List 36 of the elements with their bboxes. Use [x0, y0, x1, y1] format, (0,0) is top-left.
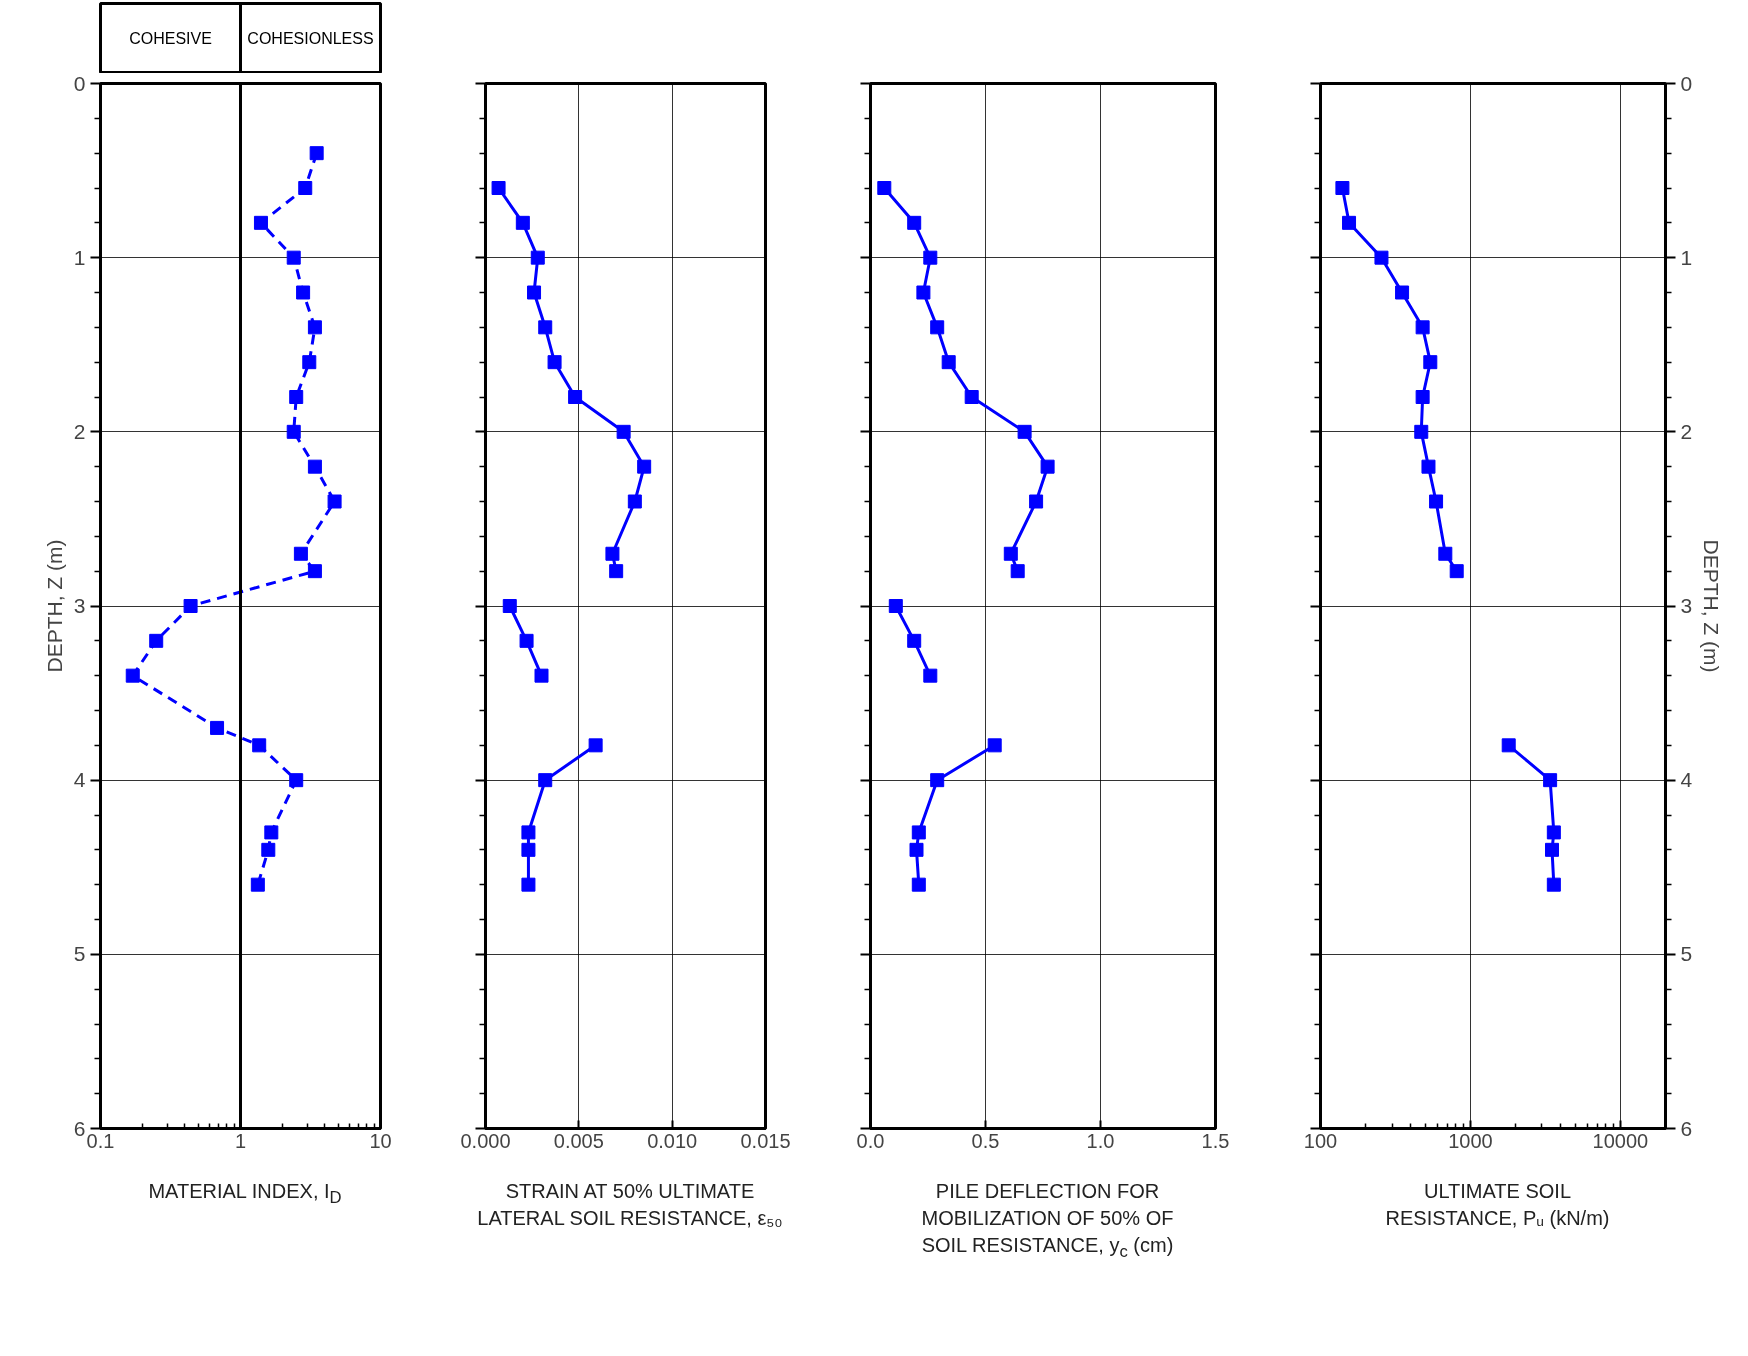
x-tick-label: 1.5 [1201, 1129, 1230, 1152]
x-axis-title: STRAIN AT 50% ULTIMATE LATERAL SOIL RESISTANCE, ε₅₀ [477, 1179, 783, 1231]
x-tick-label: 1 [234, 1129, 247, 1152]
x-tick-label: 1000 [1448, 1129, 1493, 1152]
x-tick-label: 100 [1303, 1129, 1338, 1152]
x-tick-label: 0.0 [856, 1129, 885, 1152]
y2-tick-label: 0 [1680, 71, 1693, 95]
x-axis-title: MATERIAL INDEX, I$_{D}$ [148, 1179, 342, 1209]
y2-tick-label: 4 [1680, 768, 1693, 792]
x-axis-title: ULTIMATE SOIL RESISTANCE, Pᵤ (kN/m) [1385, 1179, 1610, 1231]
y-tick-label: 1 [73, 245, 86, 269]
text: COHESIVE [129, 30, 212, 47]
x-tick-label: 0.015 [740, 1129, 791, 1152]
y2-axis-title: DEPTH, Z (m) [1700, 539, 1724, 673]
y2-tick-label: 1 [1680, 245, 1693, 269]
y-tick-label: 2 [73, 419, 86, 443]
x-tick-label: 0.5 [971, 1129, 1000, 1152]
x-tick-label: 10 [369, 1129, 392, 1152]
x-tick-label: 0.1 [86, 1129, 115, 1152]
x-tick-label: 1.0 [1086, 1129, 1115, 1152]
y-tick-label: 3 [73, 594, 86, 617]
x-axis-title: PILE DEFLECTION FOR MOBILIZATION OF 50% OF SOIL RESISTANCE, y$_{c}$ (cm) [921, 1179, 1174, 1263]
y-axis-title: DEPTH, Z (m) [42, 539, 66, 673]
x-tick-label: 0.000 [460, 1129, 511, 1152]
y2-tick-label: 5 [1680, 942, 1693, 966]
x-tick-label: 10000 [1592, 1129, 1649, 1152]
y-tick-label: 4 [73, 768, 86, 792]
y2-tick-label: 2 [1680, 419, 1693, 443]
y-tick-label: 6 [73, 1116, 86, 1140]
x-tick-label: 0.010 [647, 1129, 698, 1152]
text: COHESIONLESS [247, 30, 374, 47]
y2-tick-label: 3 [1680, 594, 1693, 617]
y-tick-label: 5 [73, 942, 86, 966]
x-tick-label: 0.005 [553, 1129, 604, 1152]
y2-tick-label: 6 [1680, 1116, 1693, 1140]
y-tick-label: 0 [73, 71, 86, 95]
